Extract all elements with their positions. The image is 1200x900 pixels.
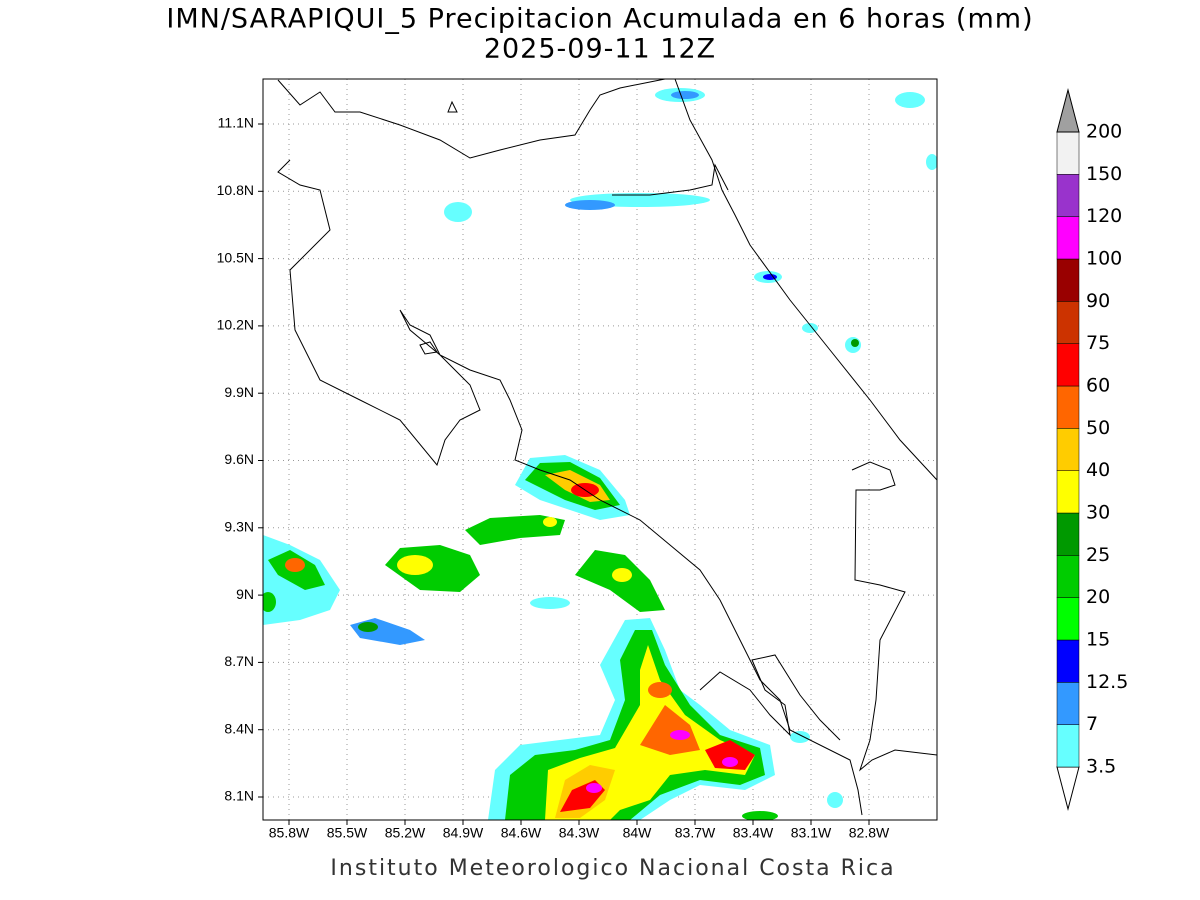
island [419, 341, 438, 355]
coastline [277, 79, 666, 159]
precip-area [851, 339, 859, 347]
colorbar-label: 15 [1086, 629, 1110, 651]
precip-area [742, 811, 778, 820]
colorbar-label: 200 [1086, 121, 1122, 143]
border [612, 163, 729, 196]
island [447, 100, 458, 113]
precip-core [397, 555, 433, 575]
lon-label: 82.8W [849, 825, 890, 841]
precip-core [612, 568, 632, 582]
precip-area [530, 597, 570, 609]
colorbar-label: 100 [1086, 248, 1122, 270]
colorbar-label: 25 [1086, 544, 1110, 566]
lon-label: 84W [623, 825, 653, 841]
border [851, 461, 937, 772]
precip-area [790, 731, 810, 743]
colorbar-swatch [1056, 174, 1080, 217]
coastline [674, 79, 937, 481]
lat-label: 9N [236, 586, 254, 602]
lon-label: 84.3W [559, 825, 600, 841]
precip-core [722, 757, 738, 767]
colorbar-label: 20 [1086, 586, 1110, 608]
title: IMN/SARAPIQUI_5 Precipitacion Acumulada … [166, 4, 1033, 35]
colorbar-swatch [1056, 724, 1080, 768]
lon-label: 84.9W [443, 825, 484, 841]
colorbar-label: 40 [1086, 459, 1110, 481]
colorbar-swatch [1056, 343, 1080, 387]
lat-label: 8.7N [224, 653, 254, 669]
subtitle: 2025-09-11 12Z [484, 34, 716, 65]
plot-frame [262, 78, 938, 821]
colorbar-label: 50 [1086, 417, 1110, 439]
precip-core [670, 730, 690, 740]
colorbar-triangle [1056, 766, 1080, 811]
lon-label: 84.6W [501, 825, 542, 841]
lon-label: 83.1W [791, 825, 832, 841]
lon-label: 85.2W [385, 825, 426, 841]
colorbar-swatch [1056, 639, 1080, 683]
precip-area [705, 740, 755, 770]
lat-label: 11.1N [218, 115, 254, 131]
precip-area [827, 792, 843, 808]
lat-label: 10.5N [217, 249, 254, 265]
colorbar-label: 30 [1086, 502, 1110, 524]
lon-label: 83.4W [733, 825, 774, 841]
lat-label: 8.4N [224, 720, 254, 736]
precip-area [565, 200, 615, 210]
colorbar-swatch [1056, 512, 1080, 556]
lat-label: 10.8N [217, 182, 254, 198]
colorbar-label: 150 [1086, 163, 1122, 185]
lat-label: 9.3N [224, 519, 254, 535]
colorbar-swatch [1056, 597, 1080, 641]
precip-area [895, 92, 925, 108]
lon-label: 85.8W [269, 825, 310, 841]
colorbar-triangle [1056, 88, 1080, 133]
lon-label: 85.5W [327, 825, 368, 841]
precip-area [763, 274, 777, 280]
colorbar-swatch [1056, 682, 1080, 725]
colorbar-swatch [1056, 385, 1080, 429]
colorbar-label: 75 [1086, 332, 1110, 354]
precip-area [671, 91, 699, 99]
colorbar-swatch [1056, 428, 1080, 471]
precip-area [263, 592, 276, 612]
colorbar-swatch [1056, 258, 1080, 302]
colorbar-swatch [1056, 555, 1080, 598]
colorbar-label: 12.5 [1086, 671, 1128, 693]
lat-label: 8.1N [224, 788, 254, 804]
grid [258, 79, 937, 825]
colorbar-label: 120 [1086, 205, 1122, 227]
lat-label: 9.9N [224, 384, 254, 400]
precip-area [444, 202, 472, 222]
colorbar-label: 7 [1086, 713, 1098, 735]
colorbar-swatch [1056, 216, 1080, 260]
footer: Instituto Meteorologico Nacional Costa R… [330, 856, 895, 881]
precip-area [648, 682, 672, 698]
colorbar-swatch [1056, 301, 1080, 344]
colorbar-swatch [1056, 131, 1080, 175]
precip-area [350, 618, 425, 645]
precip-area [926, 154, 937, 170]
colorbar-label: 3.5 [1086, 756, 1116, 778]
precip-area [640, 705, 700, 755]
precip-area [465, 515, 565, 545]
precip-core [285, 558, 305, 572]
colorbar-swatch [1056, 470, 1080, 514]
precip-core [586, 783, 602, 793]
lon-label: 83.7W [675, 825, 716, 841]
lat-label: 9.6N [224, 451, 254, 467]
colorbar: 3.5 7 12.5 15 20 25 30 40 50 60 75 90 100 120 150 200 [1056, 88, 1128, 811]
coastline [699, 654, 841, 741]
precip-field [263, 88, 937, 820]
coastlines [277, 79, 937, 816]
precip-core [358, 622, 378, 632]
coastline [277, 159, 863, 816]
precip-core [543, 517, 557, 527]
colorbar-label: 90 [1086, 290, 1110, 312]
colorbar-label: 60 [1086, 375, 1110, 397]
lat-label: 10.2N [217, 317, 254, 333]
